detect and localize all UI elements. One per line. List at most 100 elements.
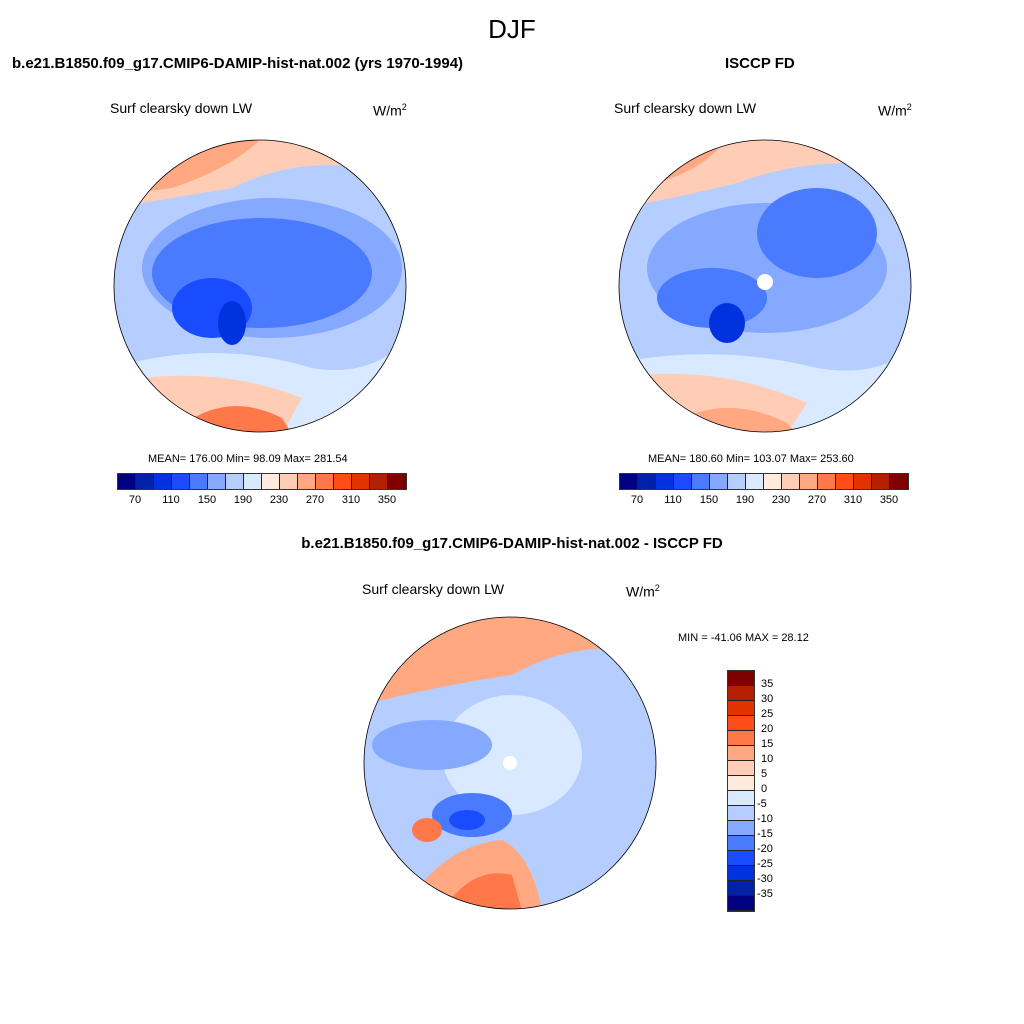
colorbar-cell (728, 851, 754, 866)
colorbar-tick-label: -20 (757, 843, 773, 855)
colorbar-cell (728, 881, 754, 896)
units-text: W/m (878, 102, 907, 119)
colorbar-cell (764, 474, 782, 489)
colorbar-cell (692, 474, 710, 489)
colorbar-cell (728, 866, 754, 881)
colorbar-cell (728, 746, 754, 761)
colorbar-tick-label: 20 (761, 723, 774, 735)
colorbar-cell (298, 474, 316, 489)
colorbar-cell (674, 474, 692, 489)
colorbar-tick-label: 15 (761, 738, 774, 750)
colorbar-tick-label: 230 (771, 494, 791, 506)
colorbar-model (117, 473, 407, 490)
colorbar-cell (728, 671, 754, 686)
colorbar-cell (746, 474, 764, 489)
panel1-variable: Surf clearsky down LW (110, 100, 253, 116)
colorbar-cell (352, 474, 370, 489)
panel2-title: ISCCP FD (725, 55, 795, 72)
colorbar-tick-label: -15 (757, 828, 773, 840)
panel1-units: W/m2 (373, 102, 407, 119)
colorbar-cell (710, 474, 728, 489)
colorbar-cell (334, 474, 352, 489)
colorbar-cell (280, 474, 298, 489)
colorbar-cell (190, 474, 208, 489)
colorbar-cell (638, 474, 656, 489)
panel1-stats: MEAN= 176.00 Min= 98.09 Max= 281.54 (148, 453, 348, 465)
colorbar-tick-label: 0 (761, 783, 768, 795)
colorbar-tick-label: 25 (761, 708, 774, 720)
panel2-stats: MEAN= 180.60 Min= 103.07 Max= 253.60 (648, 453, 854, 465)
colorbar-cell (872, 474, 890, 489)
colorbar-cell (782, 474, 800, 489)
colorbar-difference (727, 670, 755, 912)
colorbar-cell (728, 776, 754, 791)
colorbar-cell (262, 474, 280, 489)
colorbar-cell (226, 474, 244, 489)
colorbar-cell (836, 474, 854, 489)
colorbar-cell (728, 896, 754, 911)
colorbar-tick-label: 110 (162, 494, 180, 506)
colorbar-tick-label: 5 (761, 768, 768, 780)
units-text: W/m (626, 583, 655, 600)
colorbar-cell (854, 474, 872, 489)
panel2-variable: Surf clearsky down LW (614, 100, 757, 116)
difference-polar-map (363, 616, 657, 910)
colorbar-cell (728, 806, 754, 821)
colorbar-cell (136, 474, 154, 489)
colorbar-tick-label: 110 (664, 494, 682, 506)
colorbar-tick-label: 270 (305, 494, 325, 506)
colorbar-tick-label: 150 (699, 494, 719, 506)
colorbar-tick-label: 230 (269, 494, 289, 506)
colorbar-cell (388, 474, 406, 489)
units-text: W/m (373, 102, 402, 119)
colorbar-cell (728, 701, 754, 716)
colorbar-cell (244, 474, 262, 489)
units-sup: 2 (906, 102, 912, 112)
units-sup: 2 (401, 102, 407, 112)
colorbar-tick-label: 190 (233, 494, 253, 506)
colorbar-tick-label: -30 (757, 873, 773, 885)
colorbar-tick-label: 70 (630, 494, 644, 506)
colorbar-cell (208, 474, 226, 489)
colorbar-cell (728, 791, 754, 806)
colorbar-tick-label: -25 (757, 858, 773, 870)
colorbar-tick-label: 270 (807, 494, 827, 506)
colorbar-tick-label: 190 (735, 494, 755, 506)
colorbar-cell (728, 821, 754, 836)
model-polar-map (113, 139, 407, 433)
colorbar-tick-label: 70 (128, 494, 142, 506)
panel1-title: b.e21.B1850.f09_g17.CMIP6-DAMIP-hist-nat… (12, 55, 464, 72)
units-sup: 2 (654, 583, 660, 593)
colorbar-tick-label: -10 (757, 813, 773, 825)
colorbar-tick-label: -35 (757, 888, 773, 900)
colorbar-cell (728, 761, 754, 776)
colorbar-cell (890, 474, 908, 489)
panel3-title: b.e21.B1850.f09_g17.CMIP6-DAMIP-hist-nat… (301, 535, 723, 552)
colorbar-tick-label: 310 (843, 494, 863, 506)
colorbar-tick-label: -5 (757, 798, 767, 810)
colorbar-tick-label: 30 (761, 693, 774, 705)
colorbar-tick-label: 35 (761, 678, 774, 690)
colorbar-cell (620, 474, 638, 489)
colorbar-cell (818, 474, 836, 489)
colorbar-tick-label: 310 (341, 494, 361, 506)
colorbar-cell (656, 474, 674, 489)
colorbar-cell (316, 474, 334, 489)
panel3-units: W/m2 (626, 583, 660, 600)
colorbar-tick-label: 150 (197, 494, 217, 506)
colorbar-tick-label: 350 (879, 494, 899, 506)
colorbar-cell (172, 474, 190, 489)
panel3-stats: MIN = -41.06 MAX = 28.12 (678, 632, 809, 644)
colorbar-cell (154, 474, 172, 489)
panel3-variable: Surf clearsky down LW (362, 581, 505, 597)
colorbar-cell (728, 731, 754, 746)
colorbar-cell (728, 686, 754, 701)
figure-title: DJF (488, 14, 536, 44)
colorbar-cell (728, 836, 754, 851)
panel2-units: W/m2 (878, 102, 912, 119)
colorbar-cell (370, 474, 388, 489)
colorbar-cell (728, 716, 754, 731)
colorbar-cell (118, 474, 136, 489)
colorbar-tick-label: 10 (761, 753, 774, 765)
